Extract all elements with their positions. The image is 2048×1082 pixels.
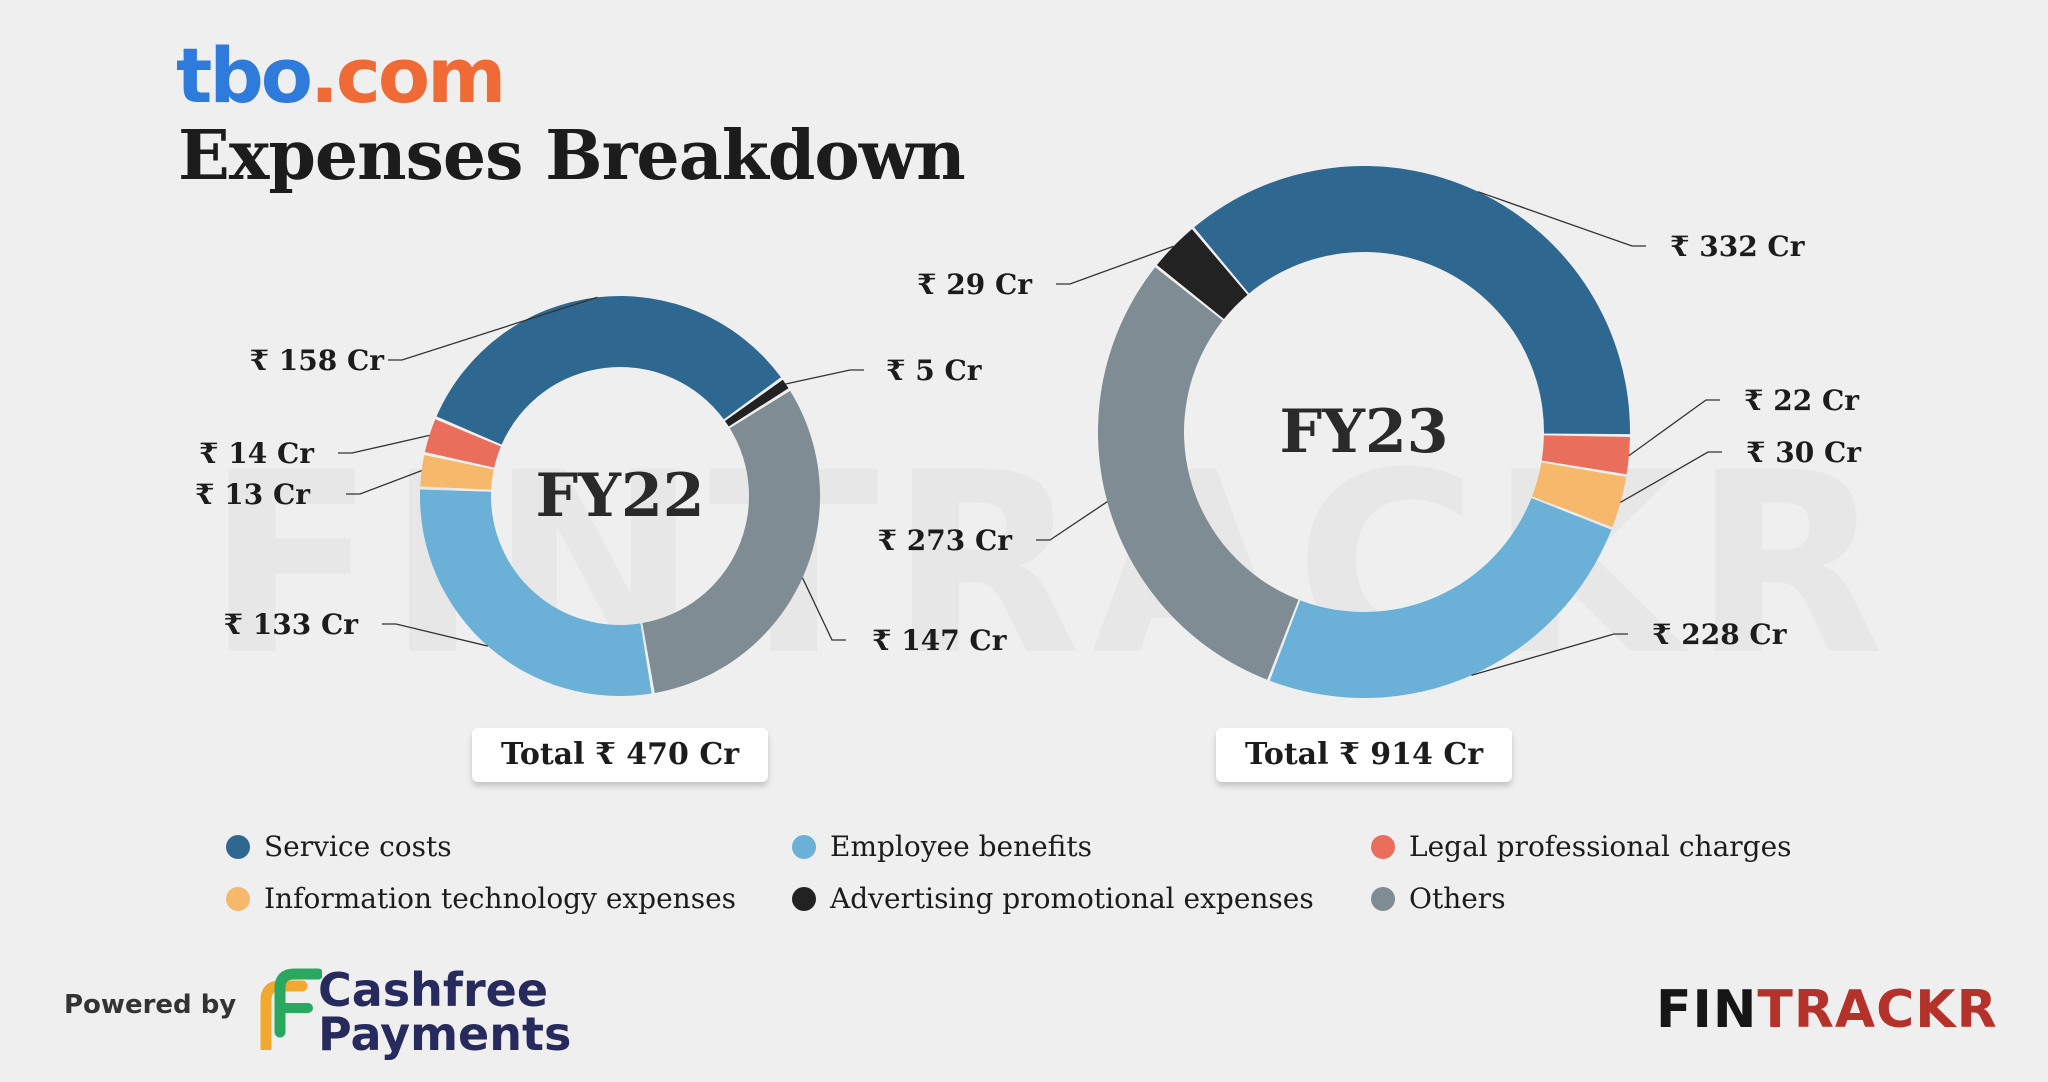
legend-item-employee-benefits: Employee benefits (792, 832, 1371, 862)
legend-dot-icon (1371, 887, 1395, 911)
slice-fy22-information-technology-expenses (420, 455, 494, 490)
leader-line-fy22-information-technology-expenses (346, 469, 422, 495)
slice-fy22-advertising-promotional-expenses (724, 379, 789, 427)
slice-fy23-information-technology-expenses (1532, 462, 1627, 528)
slice-fy22-service-costs (436, 296, 781, 445)
center-label-fy23: FY23 (1280, 397, 1449, 467)
total-badge-fy23: Total ₹ 914 Cr (1216, 728, 1512, 782)
slice-fy23-service-costs (1194, 166, 1630, 435)
leader-line-fy23-advertising-promotional-expenses (1056, 245, 1174, 285)
legend-dot-icon (792, 835, 816, 859)
data-label-fy22-others: ₹ 147 Cr (872, 624, 1008, 657)
legend-label: Information technology expenses (264, 882, 737, 915)
legend: Service costs Employee benefits Legal pr… (226, 832, 1826, 914)
legend-dot-icon (226, 835, 250, 859)
page-title: Expenses Breakdown (178, 116, 966, 196)
leader-line-fy22-others (801, 577, 846, 641)
center-label-fy22: FY22 (536, 461, 705, 531)
legend-item-information-technology-expenses: Information technology expenses (226, 884, 792, 914)
data-label-fy23-legal-professional-charges: ₹ 22 Cr (1744, 384, 1860, 417)
data-label-fy22-legal-professional-charges: ₹ 14 Cr (199, 437, 315, 470)
leader-line-fy22-employee-benefits (382, 623, 488, 647)
leader-line-fy23-service-costs (1477, 191, 1646, 247)
leader-line-fy23-legal-professional-charges (1628, 399, 1720, 457)
leader-line-fy23-information-technology-expenses (1620, 451, 1722, 503)
legend-label: Advertising promotional expenses (830, 882, 1314, 915)
data-label-fy23-service-costs: ₹ 332 Cr (1670, 230, 1806, 263)
legend-label: Legal professional charges (1409, 830, 1792, 863)
leader-line-fy23-employee-benefits (1471, 633, 1628, 676)
powered-by-label: Powered by (64, 990, 237, 1020)
data-label-fy23-advertising-promotional-expenses: ₹ 29 Cr (917, 268, 1033, 301)
legend-item-advertising-promotional-expenses: Advertising promotional expenses (792, 884, 1371, 914)
slice-fy22-legal-professional-charges (424, 419, 501, 468)
data-label-fy23-information-technology-expenses: ₹ 30 Cr (1746, 436, 1862, 469)
legend-dot-icon (1371, 835, 1395, 859)
leader-line-fy22-service-costs (388, 296, 598, 361)
legend-label: Service costs (264, 830, 452, 863)
leader-line-fy22-advertising-promotional-expenses (785, 369, 864, 385)
slice-fy23-advertising-promotional-expenses (1156, 229, 1248, 320)
leader-line-fy22-legal-professional-charges (338, 434, 430, 454)
legend-item-service-costs: Service costs (226, 832, 792, 862)
data-label-fy23-employee-benefits: ₹ 228 Cr (1652, 618, 1788, 651)
cashfree-wordmark: Cashfree Payments (318, 963, 572, 1061)
data-label-fy22-advertising-promotional-expenses: ₹ 5 Cr (886, 354, 983, 387)
leader-line-fy23-others (1036, 501, 1108, 541)
legend-item-others: Others (1371, 884, 1826, 914)
legend-dot-icon (226, 887, 250, 911)
data-label-fy22-service-costs: ₹ 158 Cr (250, 344, 386, 377)
legend-label: Others (1409, 882, 1506, 915)
data-label-fy23-others: ₹ 273 Cr (878, 524, 1014, 557)
legend-item-legal-professional-charges: Legal professional charges (1371, 832, 1826, 862)
cashfree-logo-icon (260, 968, 322, 1050)
legend-label: Employee benefits (830, 830, 1092, 863)
total-badge-fy22: Total ₹ 470 Cr (472, 728, 768, 782)
slice-fy23-legal-professional-charges (1541, 435, 1630, 475)
slice-fy22-employee-benefits (420, 489, 652, 696)
slice-fy23-employee-benefits (1269, 498, 1612, 698)
slice-fy23-others (1098, 267, 1299, 680)
company-logo: tbo.com (176, 31, 506, 120)
slice-fy22-others (642, 390, 820, 693)
data-label-fy22-information-technology-expenses: ₹ 13 Cr (195, 478, 311, 511)
fintrackr-logo: FINTRACKR (1656, 980, 1998, 1040)
data-label-fy22-employee-benefits: ₹ 133 Cr (224, 608, 360, 641)
legend-dot-icon (792, 887, 816, 911)
